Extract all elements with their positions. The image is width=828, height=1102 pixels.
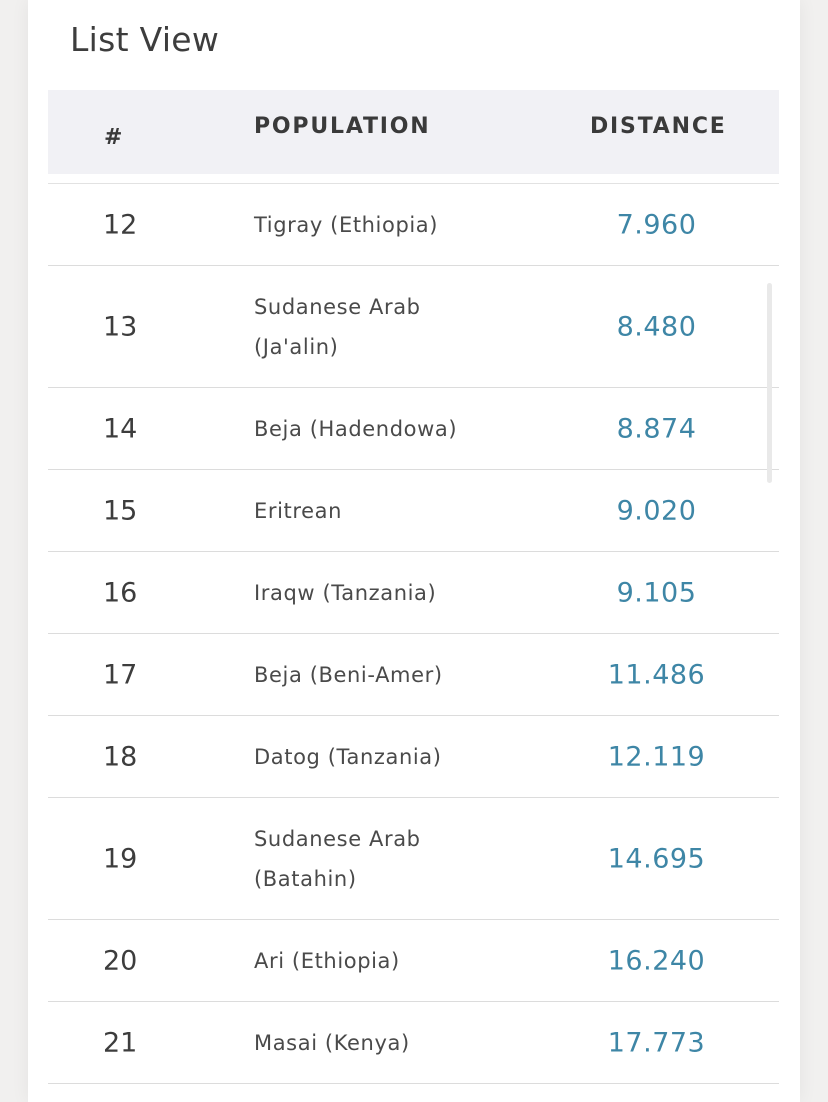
row-population: Sudanese Arab (Ja'alin) <box>254 294 421 359</box>
row-number: 14 <box>103 413 138 444</box>
row-population: Iraqw (Tanzania) <box>254 580 437 605</box>
row-population: Ari (Ethiopia) <box>254 948 400 973</box>
row-distance: 9.020 <box>616 495 697 526</box>
row-distance: 17.773 <box>607 1027 706 1058</box>
row-distance: 8.874 <box>616 413 697 444</box>
row-distance: 9.105 <box>616 577 697 608</box>
row-population: Datog (Tanzania) <box>254 744 442 769</box>
row-population: Tigray (Ethiopia) <box>254 212 439 237</box>
table-row[interactable]: 21 Masai (Kenya) 17.773 <box>48 1002 779 1084</box>
table-row[interactable]: 12 Tigray (Ethiopia) 7.960 <box>48 184 779 266</box>
table-row[interactable]: 14 Beja (Hadendowa) 8.874 <box>48 388 779 470</box>
row-number: 12 <box>103 209 138 240</box>
row-number: 21 <box>103 1027 138 1058</box>
row-number: 18 <box>103 741 138 772</box>
table-row[interactable]: 19 Sudanese Arab (Batahin) 14.695 <box>48 798 779 920</box>
table-body: 12 Tigray (Ethiopia) 7.960 13 Sudanese A… <box>48 183 779 1084</box>
row-population: Beja (Beni-Amer) <box>254 662 443 687</box>
row-population: Beja (Hadendowa) <box>254 416 458 441</box>
row-population: Sudanese Arab (Batahin) <box>254 826 421 891</box>
column-header-distance[interactable]: DISTANCE <box>590 114 727 139</box>
row-distance: 16.240 <box>607 945 706 976</box>
table-scrollbar[interactable] <box>767 283 772 483</box>
table-header: # POPULATION DISTANCE <box>48 90 779 174</box>
table-row[interactable]: 20 Ari (Ethiopia) 16.240 <box>48 920 779 1002</box>
column-header-number[interactable]: # <box>104 125 125 150</box>
table-row[interactable]: 17 Beja (Beni-Amer) 11.486 <box>48 634 779 716</box>
row-number: 15 <box>103 495 138 526</box>
table-row[interactable]: 15 Eritrean 9.020 <box>48 470 779 552</box>
table-row[interactable]: 18 Datog (Tanzania) 12.119 <box>48 716 779 798</box>
row-number: 17 <box>103 659 138 690</box>
row-distance: 12.119 <box>607 741 706 772</box>
column-header-population[interactable]: POPULATION <box>254 114 431 139</box>
table-row[interactable]: 13 Sudanese Arab (Ja'alin) 8.480 <box>48 266 779 388</box>
table-row[interactable]: 16 Iraqw (Tanzania) 9.105 <box>48 552 779 634</box>
row-number: 13 <box>103 311 138 342</box>
row-number: 20 <box>103 945 138 976</box>
row-distance: 8.480 <box>616 311 697 342</box>
panel-title: List View <box>70 20 220 59</box>
row-distance: 11.486 <box>607 659 706 690</box>
row-population: Eritrean <box>254 498 343 523</box>
list-view-panel: List View # POPULATION DISTANCE 12 Tigra… <box>28 0 800 1102</box>
row-population: Masai (Kenya) <box>254 1030 410 1055</box>
row-number: 19 <box>103 843 138 874</box>
row-distance: 7.960 <box>616 209 697 240</box>
row-number: 16 <box>103 577 138 608</box>
row-distance: 14.695 <box>607 843 706 874</box>
